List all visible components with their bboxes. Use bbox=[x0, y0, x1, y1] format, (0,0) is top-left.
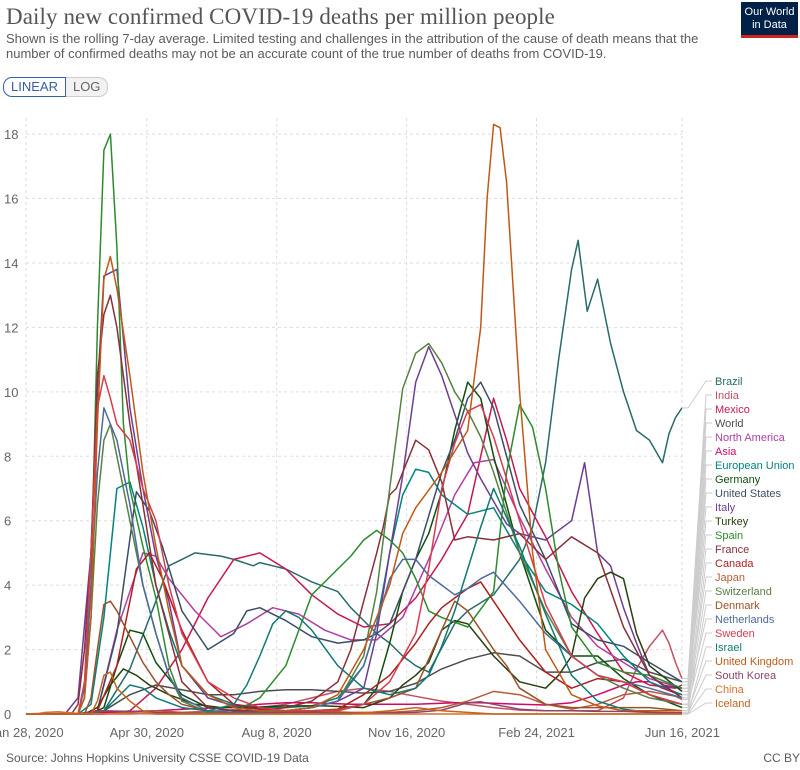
y-tick-label: 6 bbox=[4, 514, 11, 529]
legend-entry-netherlands[interactable]: Netherlands bbox=[715, 614, 775, 626]
legend-entry-north-america[interactable]: North America bbox=[715, 432, 786, 444]
series-lines bbox=[25, 123, 683, 715]
logo-line-2: in Data bbox=[752, 19, 787, 31]
x-axis-ticks: Jan 28, 2020 Apr 30, 2020 Aug 8, 2020 Nov 1… bbox=[0, 725, 720, 740]
series-line-iceland[interactable] bbox=[26, 671, 682, 715]
x-tick-label: Feb 24, 2021 bbox=[498, 725, 575, 740]
series-line-canada[interactable] bbox=[26, 552, 683, 715]
logo-line-1: Our World bbox=[744, 6, 795, 18]
legend-entry-brazil[interactable]: Brazil bbox=[715, 376, 743, 388]
legend-entry-switzerland[interactable]: Switzerland bbox=[715, 586, 772, 598]
y-tick-label: 16 bbox=[4, 192, 18, 207]
legend-entry-iceland[interactable]: Iceland bbox=[715, 698, 750, 710]
series-line-south-korea[interactable] bbox=[25, 701, 683, 715]
legend-entry-european-union[interactable]: European Union bbox=[715, 460, 795, 472]
legend-entry-sweden[interactable]: Sweden bbox=[715, 628, 755, 640]
series-line-north-america[interactable] bbox=[26, 458, 683, 715]
license-label[interactable]: CC BY bbox=[763, 751, 800, 765]
y-tick-label: 10 bbox=[4, 385, 18, 400]
series-line-denmark[interactable] bbox=[26, 600, 683, 715]
legend-entry-germany[interactable]: Germany bbox=[715, 474, 761, 486]
series-line-brazil[interactable] bbox=[26, 239, 683, 715]
legend-entry-turkey[interactable]: Turkey bbox=[715, 516, 749, 528]
series-line-japan[interactable] bbox=[26, 690, 683, 715]
legend-entry-japan[interactable]: Japan bbox=[715, 572, 745, 584]
series-line-israel[interactable] bbox=[26, 487, 683, 715]
chart-title: Daily new confirmed COVID-19 deaths per … bbox=[6, 4, 555, 29]
y-tick-label: 14 bbox=[4, 256, 18, 271]
series-line-sweden[interactable] bbox=[26, 374, 683, 715]
series-line-turkey[interactable] bbox=[26, 571, 683, 715]
chart-subtitle: Shown is the rolling 7-day average. Limi… bbox=[6, 31, 699, 61]
legend-connector bbox=[682, 632, 712, 705]
series-line-united-kingdom[interactable] bbox=[26, 123, 682, 715]
legend-entry-spain[interactable]: Spain bbox=[715, 530, 743, 542]
legend-entry-mexico[interactable]: Mexico bbox=[715, 404, 750, 416]
y-tick-label: 12 bbox=[4, 320, 18, 335]
legend-connector bbox=[682, 380, 712, 409]
x-tick-label: Nov 16, 2020 bbox=[368, 725, 445, 740]
y-tick-label: 4 bbox=[4, 578, 11, 593]
legend-connector bbox=[682, 464, 712, 696]
legend-entry-united-kingdom[interactable]: United Kingdom bbox=[715, 656, 793, 668]
x-tick-label: Apr 30, 2020 bbox=[110, 725, 184, 740]
legend-connector bbox=[682, 702, 712, 715]
y-tick-label: 18 bbox=[4, 127, 18, 142]
series-line-netherlands[interactable] bbox=[26, 407, 683, 715]
legend: Brazil India Mexico World North America Asia E… bbox=[682, 376, 795, 715]
legend-entry-italy[interactable]: Italy bbox=[715, 502, 736, 514]
y-tick-label: 2 bbox=[4, 643, 11, 658]
y-axis-ticks: 0 2 4 6 8 10 12 14 16 18 bbox=[4, 127, 18, 722]
source-note[interactable]: Source: Johns Hopkins University CSSE CO… bbox=[6, 751, 309, 765]
legend-connector bbox=[682, 492, 712, 683]
logo-red-bar bbox=[741, 35, 798, 38]
x-tick-label: Aug 8, 2020 bbox=[242, 725, 312, 740]
legend-entry-denmark[interactable]: Denmark bbox=[715, 600, 760, 612]
linear-scale-button[interactable]: LINEAR bbox=[3, 77, 66, 97]
owid-logo[interactable]: Our World in Data bbox=[741, 2, 798, 38]
legend-connector bbox=[682, 534, 712, 689]
legend-entry-india[interactable]: India bbox=[715, 390, 740, 402]
legend-entry-world[interactable]: World bbox=[715, 418, 744, 430]
legend-entry-united-states[interactable]: United States bbox=[715, 488, 782, 500]
legend-entry-china[interactable]: China bbox=[715, 684, 745, 696]
legend-connector bbox=[682, 422, 712, 683]
legend-connector bbox=[682, 394, 712, 680]
legend-connector bbox=[682, 618, 712, 699]
series-line-world[interactable] bbox=[26, 652, 683, 715]
legend-connector bbox=[682, 646, 712, 714]
legend-connector bbox=[682, 520, 712, 692]
legend-connector bbox=[682, 660, 712, 712]
legend-connector bbox=[682, 576, 712, 700]
x-tick-label: Jan 28, 2020 bbox=[0, 725, 64, 740]
x-tick-label: Jun 16, 2021 bbox=[645, 725, 720, 740]
y-tick-label: 0 bbox=[4, 707, 11, 722]
legend-entry-canada[interactable]: Canada bbox=[715, 558, 754, 570]
legend-entry-israel[interactable]: Israel bbox=[715, 642, 742, 654]
series-line-spain[interactable] bbox=[26, 133, 683, 715]
legend-entry-asia[interactable]: Asia bbox=[715, 446, 737, 458]
series-line-switzerland[interactable] bbox=[26, 342, 683, 715]
series-line-european-union[interactable] bbox=[26, 468, 683, 715]
series-line-italy[interactable] bbox=[26, 268, 683, 715]
legend-entry-france[interactable]: France bbox=[715, 544, 749, 556]
series-line-mexico[interactable] bbox=[26, 397, 683, 715]
legend-entry-south-korea[interactable]: South Korea bbox=[715, 670, 777, 682]
legend-connector bbox=[682, 674, 712, 714]
scale-toggle[interactable]: LINEAR LOG bbox=[3, 77, 109, 97]
y-tick-label: 8 bbox=[4, 449, 11, 464]
series-line-france[interactable] bbox=[26, 294, 683, 715]
log-scale-button[interactable]: LOG bbox=[65, 77, 109, 97]
